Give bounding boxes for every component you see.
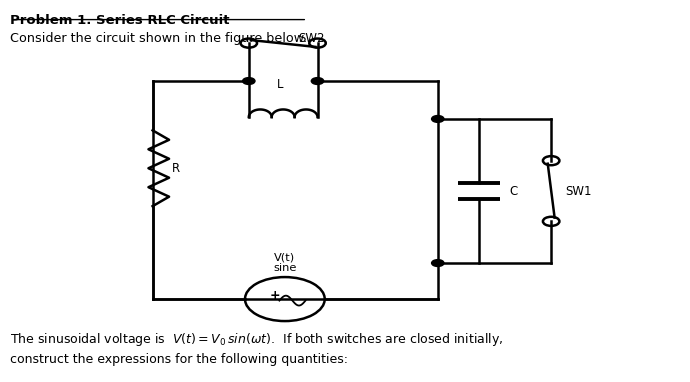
Text: construct the expressions for the following quantities:: construct the expressions for the follow… xyxy=(10,353,348,366)
Circle shape xyxy=(311,78,324,84)
Circle shape xyxy=(243,78,255,84)
Text: sine: sine xyxy=(273,263,297,273)
Circle shape xyxy=(431,115,444,122)
Text: Problem 1. Series RLC Circuit: Problem 1. Series RLC Circuit xyxy=(10,13,230,26)
Text: SW2: SW2 xyxy=(298,32,325,45)
Circle shape xyxy=(431,260,444,267)
Text: The sinusoidal voltage is  $V(t) = V_0\,sin(\omega t)$.  If both switches are cl: The sinusoidal voltage is $V(t) = V_0\,s… xyxy=(10,331,504,348)
Text: V(t): V(t) xyxy=(275,253,295,263)
Text: +: + xyxy=(269,289,280,302)
Text: C: C xyxy=(509,185,518,197)
Text: R: R xyxy=(172,162,180,175)
Text: SW1: SW1 xyxy=(565,185,591,197)
Text: L: L xyxy=(277,78,283,91)
Text: Consider the circuit shown in the figure below.: Consider the circuit shown in the figure… xyxy=(10,32,308,45)
